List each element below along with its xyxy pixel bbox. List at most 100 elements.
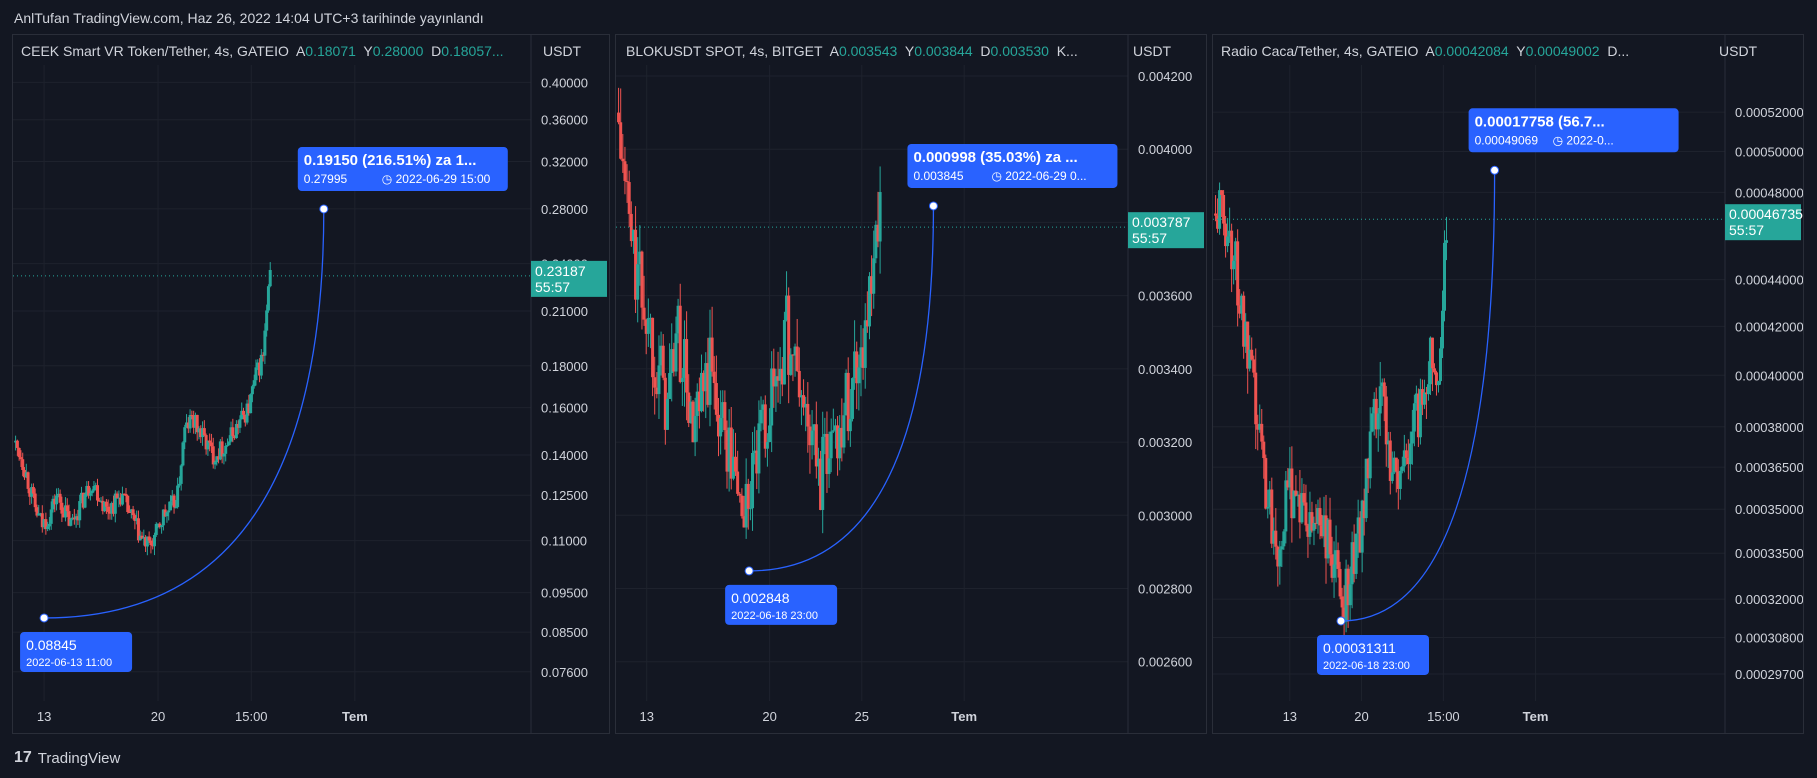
candle-body — [772, 368, 776, 387]
low-point-marker[interactable] — [744, 566, 754, 576]
candle-body — [848, 418, 852, 432]
y-tick-label: 0.21000 — [541, 304, 588, 319]
target-point-marker[interactable] — [1490, 165, 1500, 175]
candle-body — [870, 276, 874, 294]
candle-body — [229, 427, 233, 442]
candle-body — [1346, 568, 1350, 606]
countdown-label: 55:57 — [535, 279, 570, 295]
candle-body — [151, 545, 155, 547]
low-date-label: 2022-06-18 23:00 — [731, 610, 818, 622]
candle-body — [158, 523, 162, 528]
candle-body — [765, 442, 769, 449]
candle-body — [691, 401, 695, 443]
high-label: Y — [1516, 43, 1526, 59]
low-value: 0.003530 — [990, 43, 1049, 59]
symbol-label[interactable]: CEEK Smart VR Token/Tether, 4s, GATEIO — [21, 43, 289, 59]
low-label: D — [431, 43, 442, 59]
candle-body — [844, 372, 848, 416]
candle-body — [145, 536, 149, 547]
candle-body — [876, 224, 880, 242]
low-point-marker[interactable] — [1336, 616, 1346, 626]
candle-body — [126, 495, 130, 512]
chart-panel-ceek[interactable]: 0.400000.360000.320000.280000.240000.210… — [12, 34, 610, 734]
chart-panel-blok[interactable]: 0.0042000.0040000.0038000.0036000.003400… — [615, 34, 1207, 734]
y-tick-label: 0.003600 — [1138, 289, 1192, 304]
candle-body — [1228, 230, 1232, 237]
candle-body — [252, 380, 256, 387]
candle-body — [799, 395, 803, 398]
published-header: AnlTufan TradingView.com, Haz 26, 2022 1… — [14, 10, 484, 26]
candle-body — [827, 458, 831, 474]
candle-body — [177, 483, 181, 486]
y-tick-label: 0.14000 — [541, 448, 588, 463]
chart-legend: Radio Caca/Tether, 4s, GATEIO A0.0004208… — [1221, 43, 1721, 59]
candle-body — [840, 427, 844, 448]
candle-body — [1266, 507, 1270, 509]
target-point-marker[interactable] — [319, 204, 329, 214]
low-callout — [1317, 634, 1429, 675]
candle-body — [1350, 542, 1354, 585]
candle-body — [1250, 349, 1254, 360]
open-label: A — [295, 43, 306, 59]
projection-curve[interactable] — [1340, 170, 1496, 622]
x-tick-label: 15:00 — [1427, 709, 1460, 724]
candle-body — [878, 192, 882, 242]
low-point-marker[interactable] — [39, 613, 49, 623]
candle-body — [714, 383, 718, 415]
candle-body — [725, 430, 729, 472]
candle-body — [1258, 423, 1262, 430]
y-tick-label: 0.00040000 — [1735, 368, 1803, 383]
candle-body — [1445, 240, 1449, 243]
candle-body — [808, 426, 812, 446]
x-tick-label: 20 — [151, 709, 165, 724]
candle-body — [136, 518, 140, 541]
candle-body — [1324, 515, 1328, 559]
candle-body — [108, 511, 112, 514]
chart-canvas[interactable]: 0.400000.360000.320000.280000.240000.210… — [13, 35, 609, 733]
x-tick-label: Tem — [1523, 709, 1549, 724]
candle-body — [1348, 584, 1352, 606]
candle-body — [872, 258, 876, 294]
high-value: 0.28000 — [372, 43, 424, 59]
close-label: K... — [1056, 43, 1078, 59]
candle-body — [1352, 542, 1356, 574]
candle-body — [1392, 457, 1396, 473]
candle-body — [653, 377, 657, 388]
candle-body — [708, 337, 712, 405]
candle-body — [857, 367, 861, 384]
candle-body — [217, 456, 221, 460]
symbol-label[interactable]: Radio Caca/Tether, 4s, GATEIO — [1221, 43, 1419, 59]
target-point-marker[interactable] — [928, 201, 938, 211]
candle-body — [825, 433, 829, 474]
y-tick-label: 0.00033500 — [1735, 546, 1803, 561]
chart-canvas[interactable]: 0.0042000.0040000.0038000.0036000.003400… — [616, 35, 1206, 733]
candle-body — [265, 310, 269, 331]
candle-body — [186, 422, 190, 429]
chart-panel-racaca[interactable]: 0.00052000 0.00050000 0.00048000 0.00044000… — [1212, 34, 1804, 734]
projection-curve[interactable] — [749, 205, 935, 572]
symbol-label[interactable]: BLOKUSDT SPOT, 4s, BITGET — [626, 43, 823, 59]
tv-logo-icon[interactable]: 17 — [14, 749, 32, 766]
candle-body — [83, 493, 87, 508]
target-price-label: 0.00049069 — [1475, 133, 1539, 147]
candle-body — [62, 513, 66, 518]
candle-body — [634, 229, 638, 300]
candle-body — [1232, 260, 1236, 270]
candle-body — [1244, 321, 1248, 347]
candle-body — [1422, 392, 1426, 405]
candle-body — [836, 425, 840, 459]
candle-body — [729, 427, 733, 479]
candle-body — [201, 428, 205, 438]
candle-body — [1260, 423, 1264, 442]
candle-body — [215, 456, 219, 463]
brand-name[interactable]: TradingView — [37, 749, 121, 767]
candle-body — [227, 441, 231, 446]
chart-canvas[interactable]: 0.00052000 0.00050000 0.00048000 0.00044000… — [1213, 35, 1803, 733]
candle-body — [56, 493, 60, 496]
low-value: 0.18057... — [441, 43, 504, 59]
projection-curve[interactable] — [44, 208, 325, 619]
candle-body — [247, 403, 251, 414]
candle-body — [1378, 386, 1382, 414]
candle-body — [1334, 550, 1338, 565]
candle-body — [1382, 382, 1386, 397]
